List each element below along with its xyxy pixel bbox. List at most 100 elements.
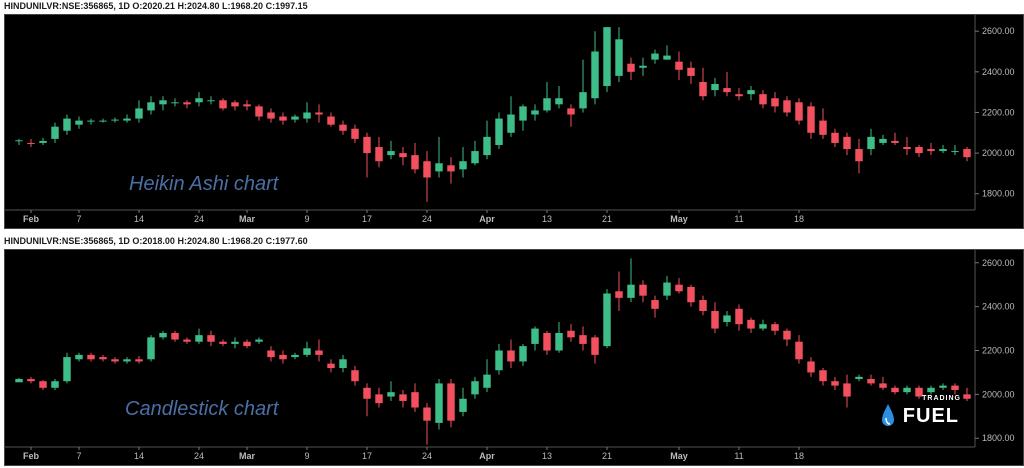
- candle-body: [231, 341, 239, 344]
- candle-body: [567, 330, 575, 338]
- candle-body: [735, 94, 743, 97]
- candle: [63, 114, 71, 135]
- candle-body: [435, 383, 443, 423]
- candle-body: [831, 132, 839, 143]
- candle-body: [99, 357, 107, 360]
- candle-body: [771, 98, 779, 107]
- x-tick-label: 7: [76, 214, 81, 224]
- candle: [927, 385, 935, 395]
- candle-body: [15, 379, 23, 383]
- candle-body: [543, 98, 551, 111]
- candle: [807, 357, 815, 377]
- candle: [567, 104, 575, 127]
- candle: [387, 140, 395, 160]
- y-tick-label: 2600.00: [982, 258, 1015, 268]
- candlestick-chart-svg[interactable]: 1800.00 2000.00 2200.00 2400.00 2600.00 Feb 7 1…: [5, 250, 1023, 465]
- candle-body: [279, 116, 287, 121]
- heikin-ashi-chart-svg[interactable]: 1800.00 2000.00 2200.00 2400.00 2600.00 Feb 7 1…: [5, 15, 1023, 228]
- candle: [267, 346, 275, 362]
- chart2-header: HINDUNILVR:NSE:356865, 1D O:2018.00 H:20…: [4, 236, 308, 246]
- candle: [699, 295, 707, 316]
- candle-body: [39, 381, 47, 388]
- candle-body: [363, 136, 371, 154]
- candle-body: [915, 387, 923, 397]
- candle: [543, 330, 551, 355]
- candle: [99, 118, 107, 123]
- x-tick-label: 14: [134, 451, 144, 461]
- candle-body: [267, 350, 275, 358]
- candle: [951, 144, 959, 156]
- candle-body: [423, 407, 431, 421]
- candle-body: [75, 354, 83, 360]
- candle: [219, 339, 227, 347]
- candle: [243, 100, 251, 111]
- candle-body: [459, 398, 467, 412]
- candle-body: [639, 65, 647, 68]
- candle-body: [747, 90, 755, 95]
- candle-body: [327, 363, 335, 369]
- candle: [63, 352, 71, 384]
- candle-body: [183, 339, 191, 342]
- candle-body: [507, 114, 515, 133]
- candle-body: [867, 136, 875, 150]
- candle: [387, 381, 395, 401]
- candle: [795, 335, 803, 364]
- candle: [495, 343, 503, 375]
- candle-body: [255, 106, 263, 117]
- candle: [747, 86, 755, 101]
- candle-body: [879, 383, 887, 388]
- candle-body: [399, 394, 407, 401]
- candle-body: [183, 102, 191, 105]
- candle: [351, 365, 359, 386]
- candle: [891, 132, 899, 145]
- candle-body: [615, 291, 623, 298]
- x-tick-label: 7: [76, 451, 81, 461]
- candle: [27, 138, 35, 148]
- candle: [15, 138, 23, 145]
- x-tick-label: Apr: [479, 451, 495, 461]
- candle-body: [195, 335, 203, 342]
- heikin-ashi-chart-panel[interactable]: 1800.00 2000.00 2200.00 2400.00 2600.00 Feb 7 1…: [4, 14, 1024, 229]
- candle-body: [639, 284, 647, 296]
- candle-body: [423, 161, 431, 178]
- candle: [639, 57, 647, 76]
- candle-body: [651, 300, 659, 309]
- candle: [195, 92, 203, 107]
- candle: [951, 383, 959, 395]
- chart2-open: 2018.00: [142, 236, 175, 246]
- chart1-close: 1997.15: [275, 1, 308, 11]
- candle: [279, 350, 287, 364]
- candle-body: [495, 118, 503, 145]
- candle-body: [291, 116, 299, 120]
- x-tick-label: 9: [304, 451, 309, 461]
- candle-body: [51, 126, 59, 139]
- candle: [819, 368, 827, 386]
- candle-body: [819, 370, 827, 382]
- candle-body: [159, 332, 167, 338]
- candle-body: [783, 330, 791, 340]
- x-tick-label: 18: [794, 451, 804, 461]
- candle: [87, 352, 95, 362]
- candle-body: [771, 324, 779, 331]
- candle-body: [327, 116, 335, 125]
- candle: [639, 280, 647, 303]
- candle-body: [51, 381, 59, 388]
- candle: [795, 98, 803, 125]
- candle: [51, 122, 59, 143]
- candle: [255, 337, 263, 344]
- logo-line2: FUEL: [902, 405, 959, 427]
- candle-body: [27, 379, 35, 382]
- candle: [327, 359, 335, 373]
- x-tick-label: 21: [602, 451, 612, 461]
- candle: [675, 51, 683, 80]
- candle: [423, 403, 431, 445]
- candle-body: [447, 383, 455, 421]
- candle-body: [315, 350, 323, 355]
- candle: [819, 108, 827, 139]
- candle: [27, 376, 35, 384]
- candle-body: [699, 300, 707, 312]
- candlestick-chart-panel[interactable]: 1800.00 2000.00 2200.00 2400.00 2600.00 Feb 7 1…: [4, 249, 1024, 466]
- x-tick-label: 13: [542, 451, 552, 461]
- candle: [39, 380, 47, 390]
- candle-body: [675, 61, 683, 70]
